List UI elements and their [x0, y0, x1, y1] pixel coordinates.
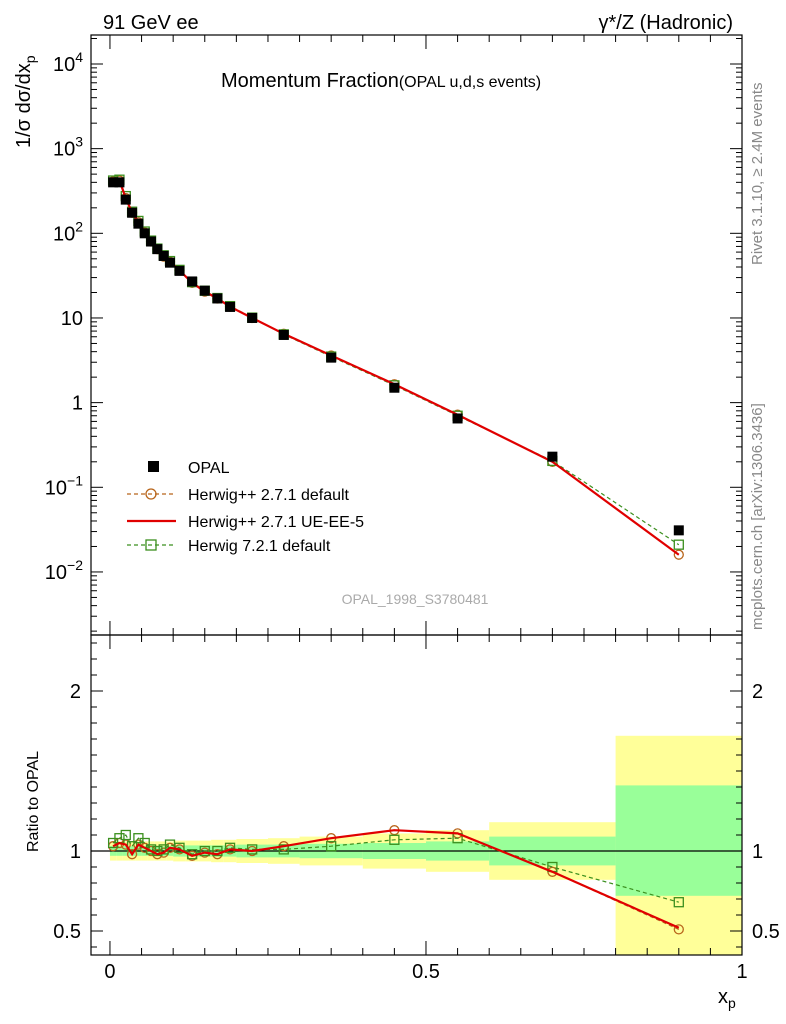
ratio-series-line: [112, 834, 679, 903]
main-data-point: [452, 413, 463, 424]
x-tick-label: 0.5: [412, 961, 440, 983]
ratio-mc-point: [199, 845, 210, 857]
main-data-point: [120, 194, 131, 205]
main-data-point: [114, 177, 125, 188]
main-data-point: [326, 352, 337, 363]
y-axis-ratio-label: Ratio to OPAL: [25, 751, 42, 852]
main-y-tick-label: 103: [53, 134, 83, 161]
main-y-tick-label: 104: [53, 49, 83, 76]
header-left-label: 91 GeV ee: [103, 12, 199, 34]
main-data-point: [108, 177, 119, 188]
ratio-y-tick-label-left: 1: [70, 841, 81, 863]
legend-label-herwig7: Herwig 7.2.1 default: [188, 538, 331, 555]
y-axis-main-label-sub: p: [22, 55, 38, 63]
legend-marker-herwig7: [145, 539, 157, 551]
ratio-series-line: [112, 829, 680, 929]
ratio-y-tick-label-left: 2: [70, 681, 81, 703]
ratio-mc-point: [673, 897, 684, 908]
ratio-panel-frame: [90, 634, 743, 956]
main-data-point: [127, 207, 138, 218]
ratio-uncertainty-bands: [91, 735, 742, 955]
ratio-mc-point: [224, 842, 236, 853]
x-tick-label: 1: [736, 961, 747, 983]
ratio-mc-point: [120, 829, 131, 841]
main-data-point: [174, 265, 185, 276]
y-axis-main-label: 1/σ dσ/dxp: [13, 55, 38, 148]
main-mc-point: [673, 549, 684, 560]
y-axis-main-label-text: 1/σ dσ/dx: [13, 63, 35, 148]
legend-marker-herwigpp-default: [145, 488, 157, 500]
main-y-tick-label: 10−1: [45, 472, 83, 499]
ratio-mc-point: [278, 844, 289, 855]
ratio-mc-point: [326, 841, 337, 852]
ratio-y-tick-label-left: 0.5: [53, 921, 81, 943]
main-panel-axes: 10−2 10−1 1 10 102 103 104: [45, 35, 743, 635]
ratio-mc-point: [673, 924, 684, 935]
ratio-inner-band: [615, 785, 742, 896]
x-tick-label: 0: [104, 961, 115, 983]
main-data-point: [146, 236, 157, 247]
main-data-point: [673, 525, 684, 536]
main-data-point: [158, 250, 169, 261]
main-data-point: [199, 285, 210, 296]
ratio-mc-point: [212, 845, 223, 857]
main-data-point: [133, 218, 144, 229]
main-y-tick-label: 1: [72, 393, 83, 415]
main-data-point: [165, 257, 176, 268]
main-y-tick-label: 10: [61, 308, 83, 330]
ratio-panel-series: [107, 825, 684, 935]
main-data-point: [278, 329, 289, 340]
main-data-point: [547, 451, 558, 462]
legend-label-opal: OPAL: [188, 460, 230, 477]
ratio-y-tick-label-right: 2: [752, 681, 763, 703]
main-y-tick-label: 10−2: [45, 557, 83, 584]
ratio-y-tick-label-right: 0.5: [752, 921, 780, 943]
legend-marker-opal: [148, 461, 159, 472]
x-axis-label-sub: p: [728, 995, 736, 1011]
ratio-mc-point: [389, 834, 400, 845]
main-y-tick-label: 102: [53, 218, 83, 245]
main-data-point: [152, 244, 163, 255]
legend: OPAL Herwig++ 2.7.1 default Herwig++ 2.7…: [127, 460, 364, 555]
main-data-point: [212, 293, 223, 304]
x-axis-label: xp: [718, 986, 736, 1011]
header-right-label: γ*/Z (Hadronic): [599, 12, 733, 34]
main-data-point: [139, 228, 150, 239]
main-data-point: [247, 312, 258, 323]
main-panel-series: [107, 174, 684, 560]
ratio-mc-point: [126, 849, 138, 860]
main-title-text: Momentum Fraction: [221, 70, 399, 92]
legend-label-herwigpp-ueee5: Herwig++ 2.7.1 UE-EE-5: [188, 514, 364, 531]
mcplots-label: mcplots.cern.ch [arXiv:1306.3436]: [749, 403, 766, 630]
rivet-version-label: Rivet 3.1.10, ≥ 2.4M events: [749, 83, 766, 266]
main-data-point: [225, 301, 236, 312]
main-data-point: [389, 382, 400, 393]
analysis-id-label: OPAL_1998_S3780481: [342, 591, 489, 607]
ratio-panel-axes: 0.5 0.51 12 20 0.5 1: [53, 635, 780, 983]
main-subtitle-text: (OPAL u,d,s events): [399, 74, 541, 91]
x-axis-label-text: x: [718, 986, 728, 1008]
main-title: Momentum Fraction(OPAL u,d,s events): [221, 70, 541, 92]
ratio-y-tick-label-right: 1: [752, 841, 763, 863]
main-mc-point: [673, 539, 684, 550]
legend-label-herwigpp-default: Herwig++ 2.7.1 default: [188, 487, 350, 504]
main-data-point: [187, 276, 198, 287]
